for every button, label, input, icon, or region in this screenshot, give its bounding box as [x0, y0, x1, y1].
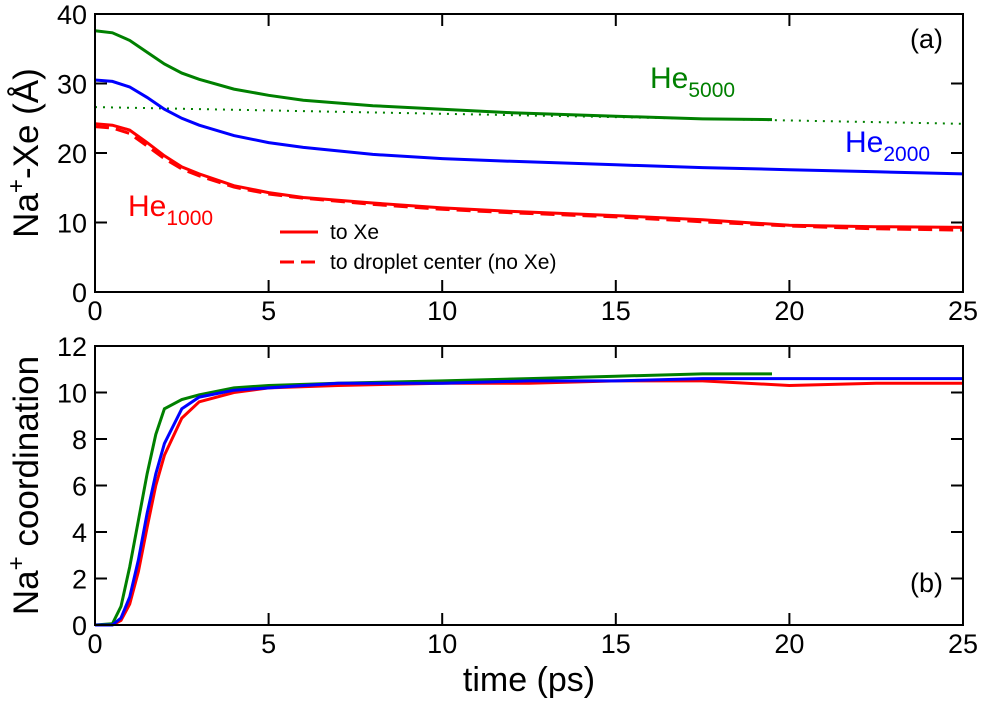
x-tick-label: 5: [261, 629, 276, 659]
y-label-sup: +: [3, 179, 30, 193]
x-tick-label: 25: [948, 296, 978, 326]
label-text: He: [128, 190, 166, 223]
y-tick-label: 12: [57, 332, 87, 362]
y-tick-label: 8: [72, 425, 87, 455]
label-text: He: [845, 126, 883, 159]
series-label: He5000: [650, 62, 735, 102]
y-label-rest: coordination: [7, 356, 46, 556]
y-tick-label: 10: [57, 209, 87, 239]
data-line: [94, 122, 964, 229]
data-line: [95, 377, 963, 627]
data-line: [95, 379, 963, 627]
x-tick-label: 20: [774, 296, 804, 326]
plot-frame: [94, 345, 964, 626]
panel-label: (b): [910, 568, 943, 598]
y-label-text: Na: [7, 570, 46, 615]
y-tick-label: 40: [57, 0, 87, 30]
series-label: He1000: [128, 190, 213, 230]
legend-label: to Xe: [330, 221, 379, 244]
x-tick-label: 20: [774, 629, 804, 659]
data-line: [94, 106, 964, 125]
series-label: He2000: [845, 126, 930, 166]
y-tick-label: 20: [57, 139, 87, 169]
data-line: [94, 78, 964, 176]
y-tick-label: 0: [72, 278, 87, 308]
label-subscript: 2000: [883, 143, 930, 166]
x-tick-label: 10: [427, 296, 457, 326]
label-text: He: [650, 62, 688, 95]
y-tick-label: 4: [72, 518, 87, 548]
y-label-rest: -Xe (Å): [7, 68, 46, 179]
x-tick-label: 10: [427, 629, 457, 659]
y-axis-label: Na+ coordination: [3, 356, 46, 615]
x-tick-label: 15: [601, 629, 631, 659]
legend-label: to droplet center (no Xe): [330, 251, 556, 274]
label-subscript: 5000: [688, 79, 735, 102]
y-tick-label: 6: [72, 472, 87, 502]
label-subscript: 1000: [166, 207, 213, 230]
x-tick-label: 0: [87, 296, 102, 326]
data-line: [94, 372, 772, 627]
x-tick-label: 25: [948, 629, 978, 659]
data-line: [94, 29, 773, 122]
x-tick-label: 5: [261, 296, 276, 326]
x-axis-label: time (ps): [463, 661, 595, 699]
x-tick-label: 15: [601, 296, 631, 326]
data-line: [94, 125, 964, 232]
y-tick-label: 30: [57, 70, 87, 100]
x-tick-label: 0: [87, 629, 102, 659]
y-axis-label: Na+-Xe (Å): [3, 68, 46, 238]
y-tick-label: 2: [72, 565, 87, 595]
panel-label: (a): [910, 24, 943, 54]
panel: 0 5 10 15 20 25 0 2 4 6 8 10 12 (b) Na+ coordination ti…: [3, 332, 978, 699]
y-tick-label: 10: [57, 379, 87, 409]
y-tick-label: 0: [72, 611, 87, 641]
y-label-text: Na: [7, 193, 46, 238]
y-label-sup: +: [3, 556, 30, 570]
